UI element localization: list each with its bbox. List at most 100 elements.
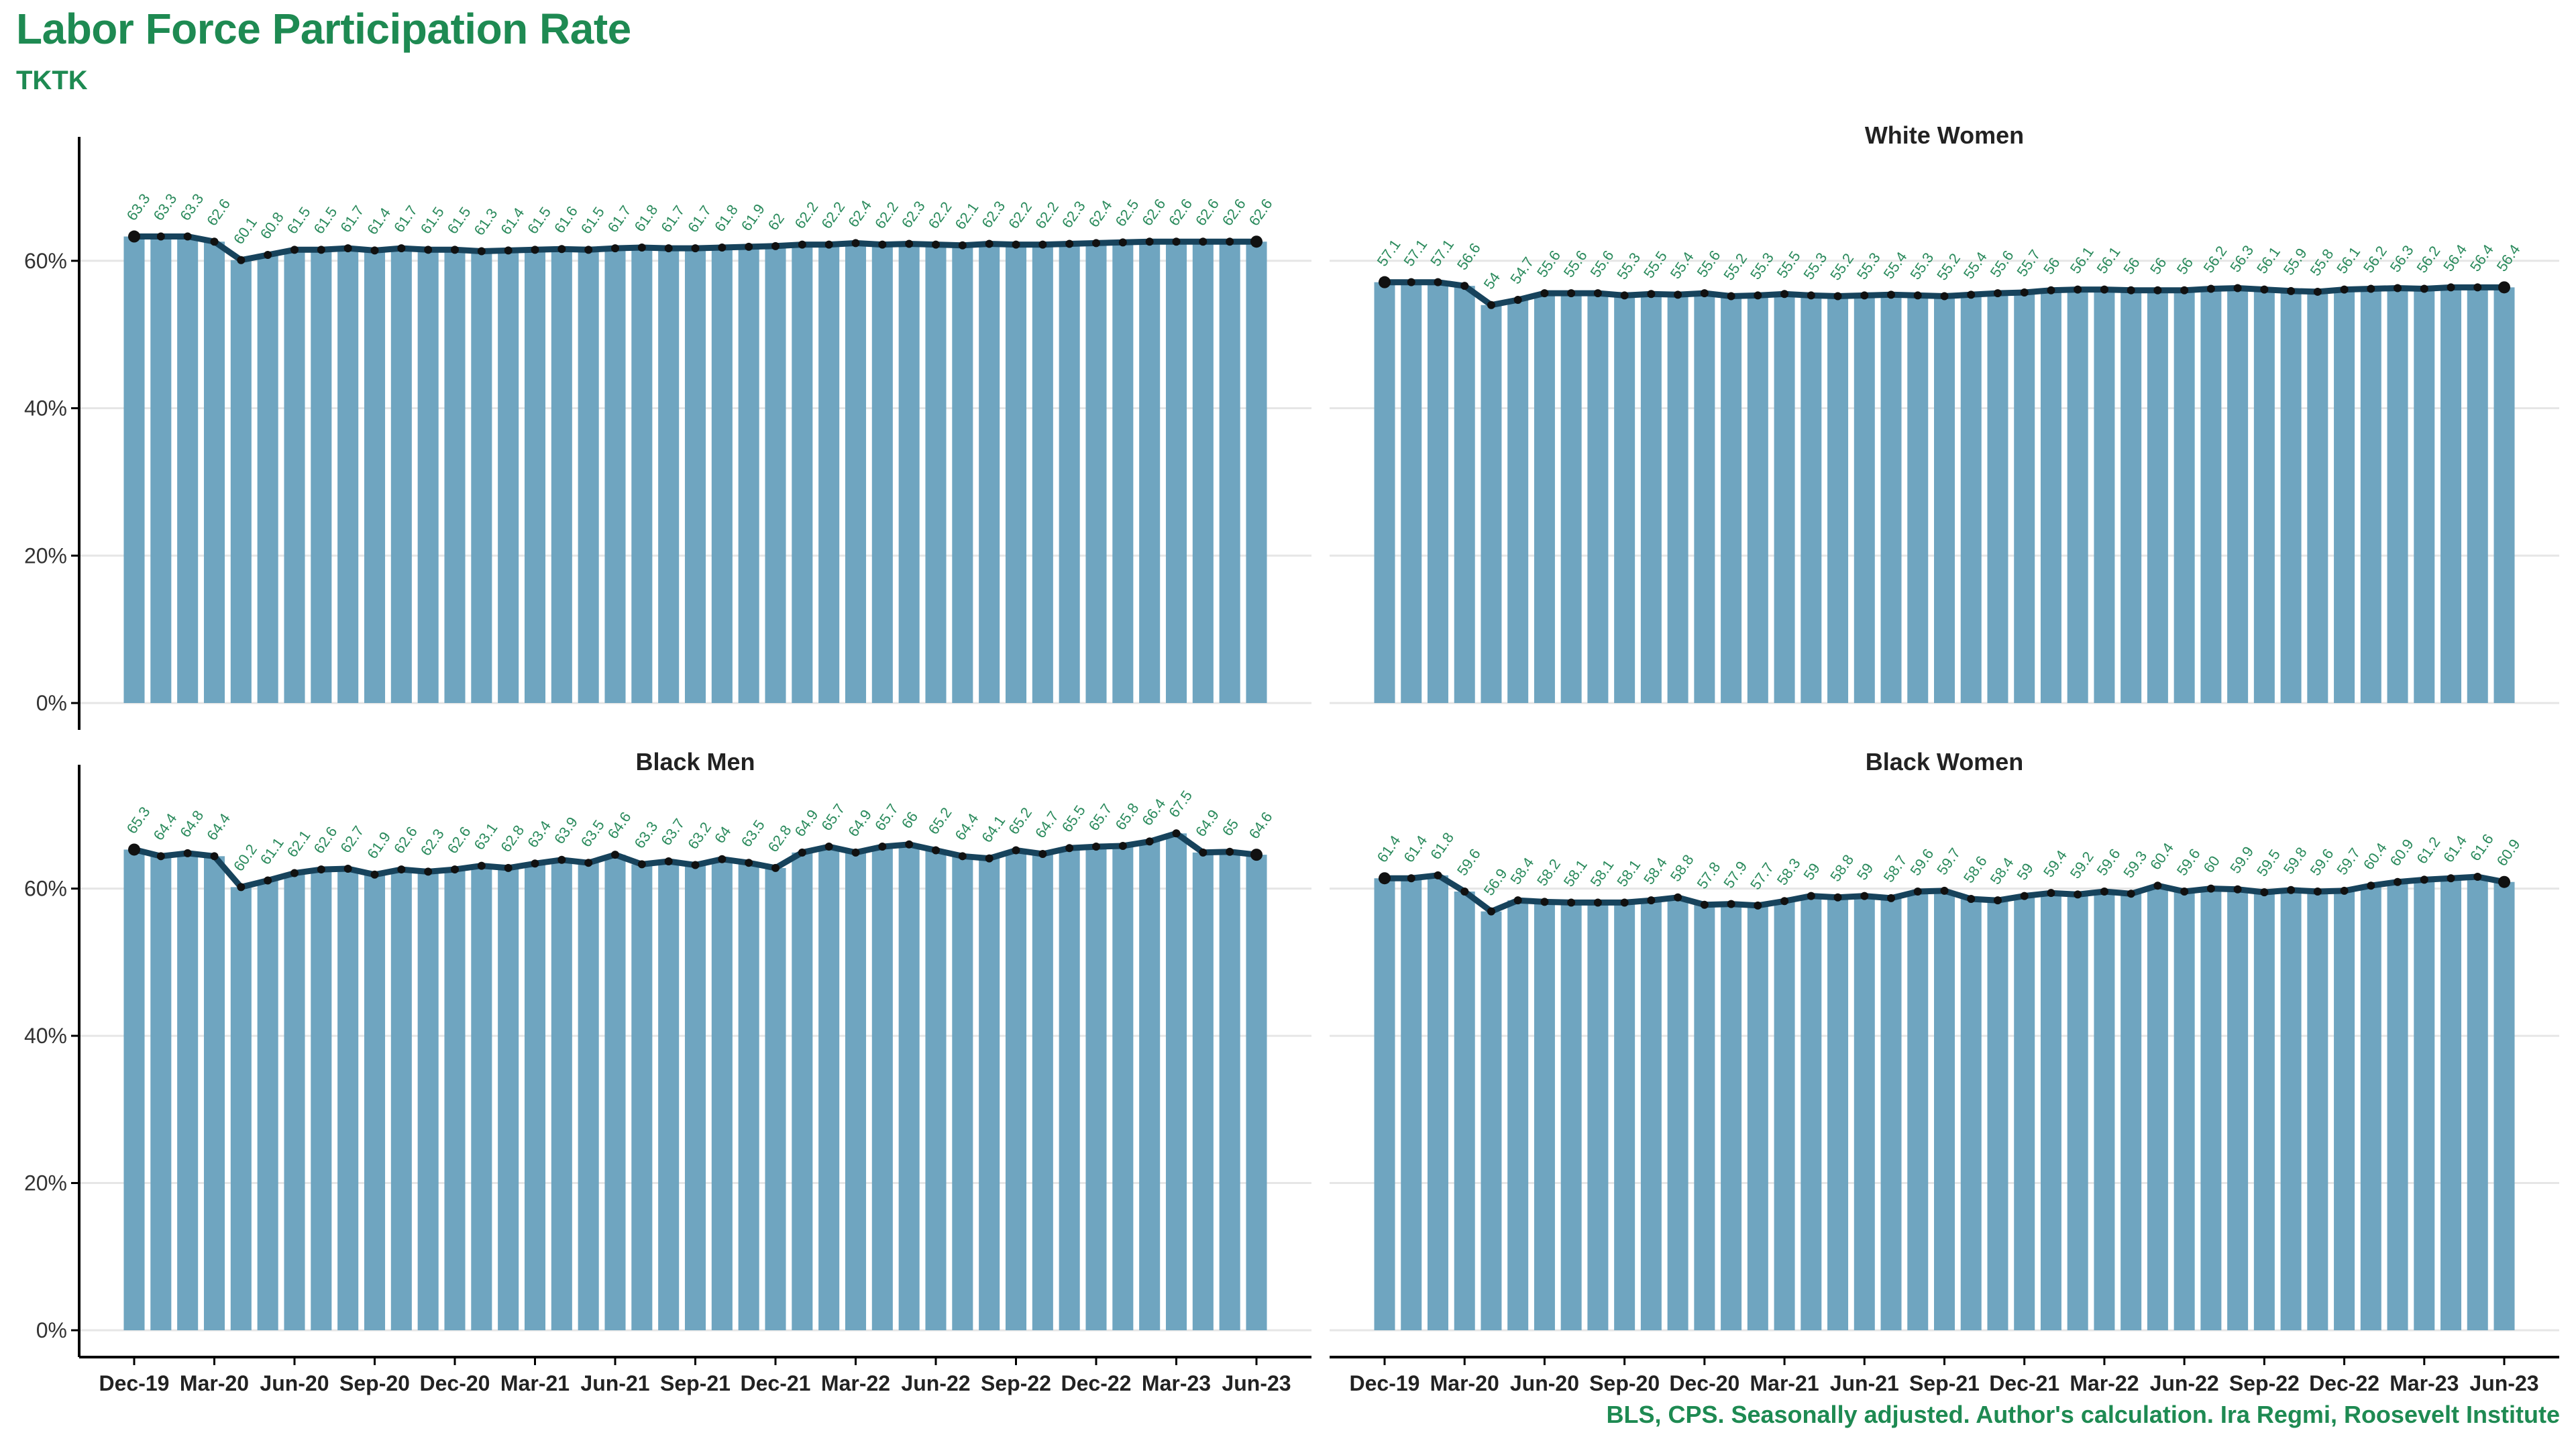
bar [1614,902,1635,1330]
x-tick-label: Mar-20 [180,1371,249,1395]
bar [123,849,145,1330]
bar [284,250,305,703]
data-label: 60.8 [257,209,287,241]
bar [1005,850,1027,1330]
data-point [1620,291,1629,300]
data-label: 58.1 [1587,857,1617,890]
data-point [1700,900,1709,909]
bar [2014,292,2035,703]
data-label: 55.3 [1613,250,1644,282]
data-label: 59.5 [2253,847,2284,879]
data-label: 64.9 [791,806,821,839]
data-point [2447,283,2455,292]
bar [1934,890,1955,1330]
data-label: 62.2 [925,199,955,231]
data-label: 64.4 [150,810,180,843]
bar [898,244,920,704]
data-label: 55.5 [1640,248,1670,281]
bar [2280,890,2302,1330]
x-tick-label: Jun-20 [260,1371,329,1395]
data-point [2420,875,2428,884]
data-label: 62.7 [337,822,367,855]
data-point [1993,289,2002,298]
data-label: 55.7 [2013,246,2043,279]
bar [364,250,386,703]
x-tick-label: Mar-21 [500,1371,570,1395]
data-point [2420,284,2428,293]
x-tick-label: Mar-22 [2070,1371,2139,1395]
x-tick-label: Dec-22 [2309,1371,2379,1395]
bar [631,864,653,1330]
bar [1454,891,1475,1330]
bar [2014,896,2035,1330]
data-point [2127,286,2135,294]
bar [1481,911,1502,1330]
data-label: 62.3 [1059,198,1089,231]
bar [364,874,386,1330]
data-label: 60.9 [2493,836,2524,869]
bar [925,244,947,703]
bar [444,869,466,1330]
data-label: 57.1 [1400,236,1430,269]
data-label: 58.6 [1960,853,1990,885]
data-point [1038,240,1047,249]
data-label: 60.4 [2147,840,2177,873]
bar [1960,898,1982,1330]
x-tick-label: Sep-21 [1909,1371,1980,1395]
bar [150,856,172,1330]
data-point [1012,846,1020,855]
bar [1854,896,1875,1330]
data-point [1887,290,1896,299]
data-label: 61.9 [738,201,768,233]
bar [952,245,973,703]
bar [2227,288,2249,703]
data-label: 61.1 [257,835,287,867]
data-label: 56 [2120,254,2143,277]
x-tick-label: Dec-20 [420,1371,490,1395]
bar [2174,891,2195,1330]
data-label: 56.3 [2226,242,2257,275]
bar [2253,289,2275,703]
data-point [2206,284,2215,293]
data-point [1434,871,1442,879]
data-point [317,865,325,874]
data-label: 64.4 [951,810,981,843]
bar [1827,296,1849,703]
bar [1587,293,1609,703]
data-point [1460,282,1469,290]
data-point [1379,872,1391,885]
data-label: 61.9 [364,828,394,861]
bar [150,236,172,703]
data-point [264,876,272,885]
data-label: 59.7 [2333,845,2363,877]
data-label: 57.1 [1374,236,1404,269]
data-label: 62.8 [765,822,795,855]
bar [792,244,813,703]
data-label: 59.3 [2120,848,2150,881]
data-point [1407,278,1415,286]
bar [337,868,359,1330]
bar [792,852,813,1330]
data-label: 61.7 [604,203,635,235]
bar [845,243,867,703]
bar [1112,845,1134,1330]
data-label: 62.3 [898,198,928,231]
panel-title: White Women [1865,121,2024,149]
bar [1960,294,1982,704]
data-point [370,870,379,879]
data-label: 59.8 [2280,844,2310,877]
bar [390,869,412,1330]
data-point [958,241,967,250]
data-point [504,246,513,255]
data-label: 61.3 [470,205,500,238]
data-point [1434,278,1442,286]
bar [2200,888,2222,1330]
data-point [2394,877,2402,886]
data-label: 62.5 [1112,197,1142,229]
data-label: 62.1 [284,827,314,860]
data-point [1118,841,1127,850]
data-label: 61.7 [684,203,714,235]
data-point [1993,896,2002,905]
data-label: 63.3 [123,191,154,223]
data-point [557,855,566,864]
